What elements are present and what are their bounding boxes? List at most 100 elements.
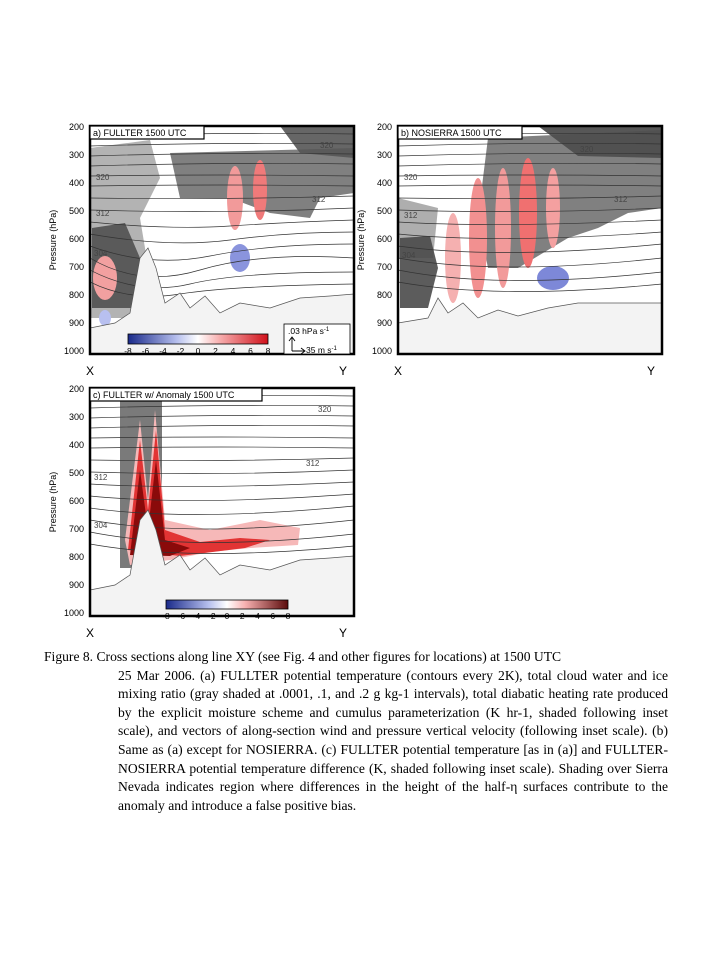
- colorbar-tick: -4: [193, 611, 201, 621]
- panel-b: Pressure (hPa) 200 300 400 500 600 700 8…: [338, 118, 668, 383]
- y-tick: 800: [69, 290, 84, 300]
- colorbar: -8 -6 -4 -2 0 2 4 6 8: [124, 333, 271, 356]
- heating-cool: [99, 310, 111, 326]
- y-tick: 600: [377, 234, 392, 244]
- y-axis-label: Pressure (hPa): [356, 210, 366, 271]
- contour-label: 312: [404, 211, 418, 220]
- contour-label: 304: [94, 249, 108, 258]
- y-tick: 700: [377, 262, 392, 272]
- panel-title: c) FULLTER w/ Anomaly 1500 UTC: [93, 390, 235, 400]
- theta-contours: [398, 132, 662, 292]
- heating-cool: [537, 266, 569, 290]
- y-tick-labels: 200 300 400 500 600 700 800 900 1000: [64, 384, 84, 618]
- y-tick: 600: [69, 234, 84, 244]
- colorbar-tick: 4: [231, 346, 236, 356]
- y-tick: 200: [69, 122, 84, 132]
- colorbar-tick: -2: [208, 611, 216, 621]
- colorbar: -8 -6 -4 -2 0 2 4 6 8: [162, 599, 291, 621]
- x-start-label: X: [86, 626, 94, 640]
- y-tick: 800: [377, 290, 392, 300]
- contour-label: 304: [402, 251, 416, 260]
- colorbar-tick: 2: [240, 611, 245, 621]
- vector-scale-exp: -1: [332, 346, 338, 352]
- y-tick: 800: [69, 552, 84, 562]
- x-start-label: X: [86, 364, 94, 378]
- y-tick: 500: [69, 206, 84, 216]
- colorbar-tick: 6: [270, 611, 275, 621]
- x-end-label: Y: [339, 364, 347, 378]
- colorbar-tick: 4: [255, 611, 260, 621]
- contour-label: 312: [614, 195, 628, 204]
- y-tick: 200: [69, 384, 84, 394]
- cloud-shading: [538, 126, 662, 158]
- contour-label: 320: [404, 173, 418, 182]
- theta-contours: [90, 394, 354, 554]
- contour-label: 312: [96, 209, 110, 218]
- colorbar-tick: 0: [196, 346, 201, 356]
- y-tick: 700: [69, 262, 84, 272]
- colorbar-tick: 8: [286, 611, 291, 621]
- contour-label: 312: [94, 473, 108, 482]
- y-tick: 900: [69, 318, 84, 328]
- colorbar-tick: 6: [248, 346, 253, 356]
- x-end-label: Y: [647, 364, 655, 378]
- y-axis-label: Pressure (hPa): [48, 210, 58, 271]
- y-tick-labels: 200 300 400 500 600 700 800 900 1000: [372, 122, 392, 356]
- contour-label: 312: [312, 195, 326, 204]
- plot-area: [398, 126, 662, 354]
- y-tick: 300: [377, 150, 392, 160]
- heating-warm: [495, 168, 511, 288]
- y-tick: 400: [377, 178, 392, 188]
- heating-warm: [93, 256, 117, 300]
- contour-label: 320: [580, 145, 594, 154]
- figure-caption: Figure 8. Cross sections along line XY (…: [44, 648, 668, 815]
- anomaly-warm: [125, 410, 300, 565]
- colorbar-tick: -6: [142, 346, 150, 356]
- y-tick: 200: [377, 122, 392, 132]
- svg-text:.03 hPa s-1: .03 hPa s-1: [288, 326, 330, 336]
- heating-warm: [519, 158, 537, 268]
- svg-text:35 m s-1: 35 m s-1: [306, 345, 338, 355]
- y-tick: 500: [69, 468, 84, 478]
- contour-label: 312: [306, 459, 320, 468]
- contour-label: 320: [320, 141, 334, 150]
- vector-scale-exp: -1: [324, 327, 330, 333]
- heating-warm: [445, 213, 461, 303]
- y-tick: 400: [69, 178, 84, 188]
- y-tick: 1000: [64, 608, 84, 618]
- heating-warm: [546, 168, 560, 248]
- colorbar-tick: 2: [213, 346, 218, 356]
- vector-scale-vertical: .03 hPa s: [288, 326, 324, 336]
- y-tick: 1000: [64, 346, 84, 356]
- colorbar-tick: -8: [162, 611, 170, 621]
- y-tick: 500: [377, 206, 392, 216]
- vector-scale: .03 hPa s-1 35 m s-1: [283, 323, 351, 355]
- colorbar-tick: 8: [266, 346, 271, 356]
- plot-area: [90, 126, 354, 354]
- caption-body: 25 Mar 2006. (a) FULLTER potential tempe…: [118, 667, 668, 813]
- terrain: [90, 509, 354, 616]
- contour-label: 320: [96, 173, 110, 182]
- y-tick: 900: [69, 580, 84, 590]
- panel-a: Pressure (hPa) 200 300 400 500 600 700 8…: [30, 118, 360, 383]
- plot-area: [90, 388, 354, 616]
- panel-c-figure: Pressure (hPa) 200 300 400 500 600 700 8…: [48, 384, 356, 640]
- terrain: [398, 297, 662, 354]
- contour-label: 320: [318, 405, 332, 414]
- heating-warm: [227, 166, 243, 230]
- y-tick: 400: [69, 440, 84, 450]
- y-tick: 900: [377, 318, 392, 328]
- panel-c: Pressure (hPa) 200 300 400 500 600 700 8…: [30, 380, 360, 645]
- y-tick: 300: [69, 412, 84, 422]
- panel-b-figure: Pressure (hPa) 200 300 400 500 600 700 8…: [356, 122, 664, 378]
- heating-cool: [230, 244, 250, 272]
- y-tick: 600: [69, 496, 84, 506]
- panel-a-figure: Pressure (hPa) 200 300 400 500 600 700 8…: [48, 122, 356, 378]
- y-axis-label: Pressure (hPa): [48, 472, 58, 533]
- y-tick: 300: [69, 150, 84, 160]
- x-end-label: Y: [339, 626, 347, 640]
- y-tick: 700: [69, 524, 84, 534]
- cloud-shading: [400, 236, 438, 308]
- anomaly-warm: [128, 430, 270, 556]
- contour-label: 304: [94, 521, 108, 530]
